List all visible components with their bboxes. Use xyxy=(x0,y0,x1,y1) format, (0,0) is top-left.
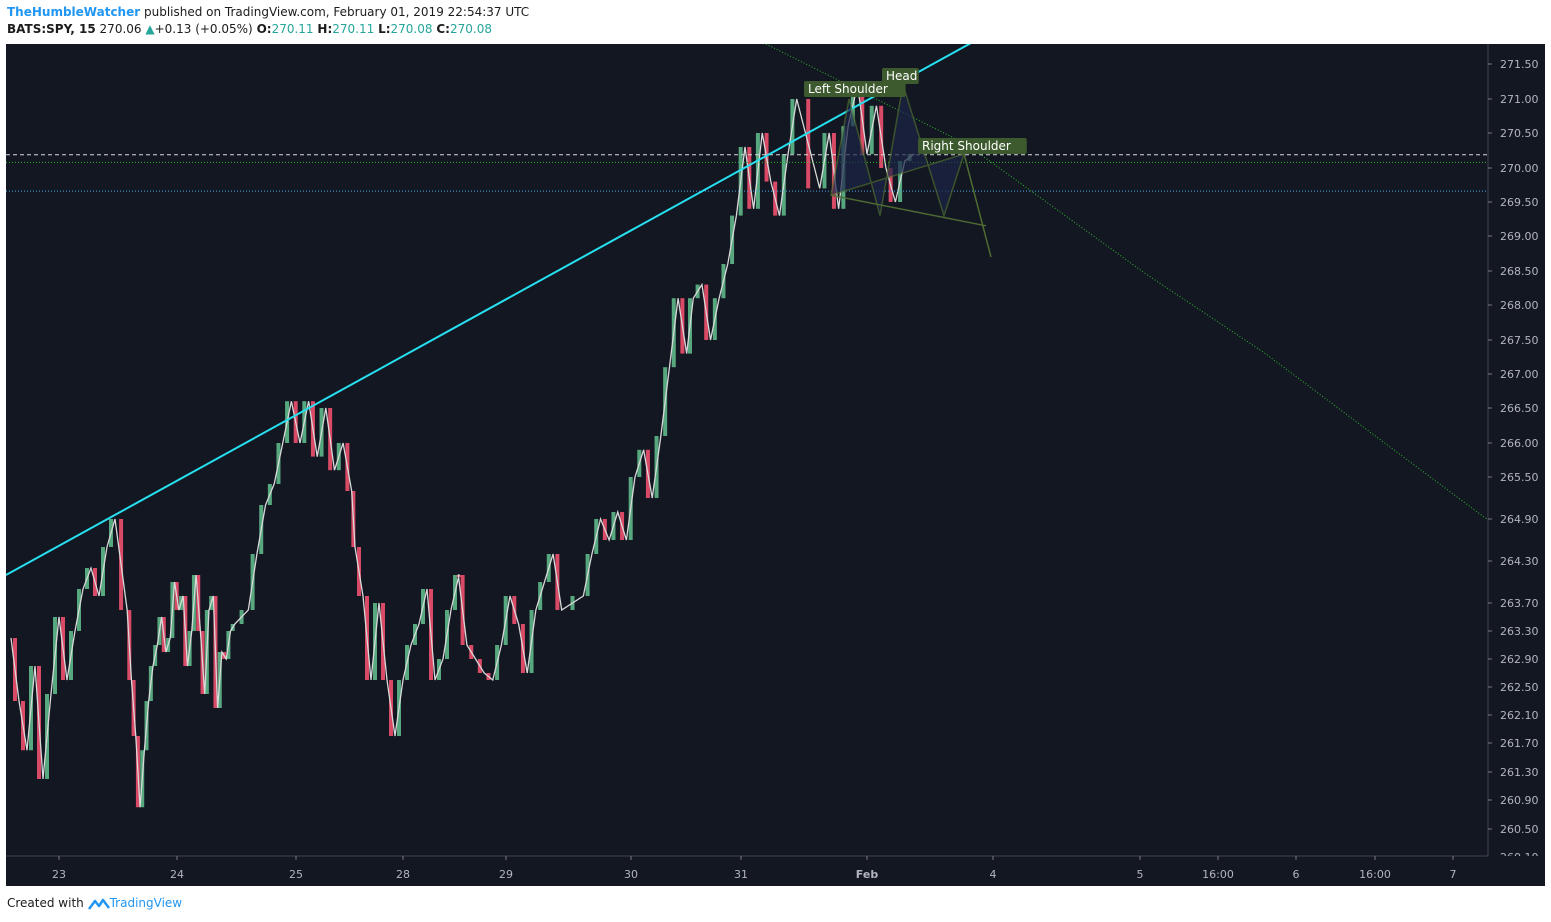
created-with-text: Created with xyxy=(7,896,84,910)
price-tick-label: 264.30 xyxy=(1500,555,1539,568)
change-arrow-icon: ▲ xyxy=(145,22,155,36)
price-tick-label: 271.00 xyxy=(1500,93,1539,106)
price-tick-label: 266.50 xyxy=(1500,402,1539,415)
price-tick-label: 264.90 xyxy=(1500,513,1539,526)
low-label: L: xyxy=(378,22,391,36)
price-tick-label: 270.00 xyxy=(1500,162,1539,175)
published-text: published on TradingView.com, February 0… xyxy=(143,5,530,19)
publish-info: TheHumbleWatcher published on TradingVie… xyxy=(7,5,529,19)
chart-background xyxy=(6,44,1545,886)
open-label: O: xyxy=(256,22,272,36)
chart-header: TheHumbleWatcher published on TradingVie… xyxy=(0,0,1551,44)
neckline xyxy=(830,194,987,227)
price-tick-label: 261.70 xyxy=(1500,737,1539,750)
last-price: 270.06 xyxy=(99,22,142,36)
tradingview-link[interactable]: TradingView xyxy=(109,896,183,910)
price-tick-label: 261.30 xyxy=(1500,766,1539,779)
time-axis xyxy=(6,856,1545,886)
time-tick-label: 30 xyxy=(624,868,638,881)
annotation-label-bg xyxy=(882,68,919,84)
author-link[interactable]: TheHumbleWatcher xyxy=(7,5,141,19)
time-tick-label: 16:00 xyxy=(1359,868,1391,881)
time-tick-label: 7 xyxy=(1450,868,1457,881)
chart-area[interactable]: 271.50 271.00 270.50 270.00 269.50 269.00 268.… xyxy=(6,44,1545,886)
price-tick-label: 262.10 xyxy=(1500,709,1539,722)
close-label: C: xyxy=(436,22,450,36)
price-tick-label: 262.90 xyxy=(1500,653,1539,666)
time-tick-label: 28 xyxy=(396,868,410,881)
low-value: 270.08 xyxy=(390,22,433,36)
time-tick-label: Feb xyxy=(856,868,879,881)
symbol-label[interactable]: BATS:SPY, 15 xyxy=(7,22,96,36)
annotation-label-bg xyxy=(804,81,906,97)
price-tick-label: 260.50 xyxy=(1500,823,1539,836)
time-tick-label: 29 xyxy=(499,868,513,881)
price-tick-label: 270.50 xyxy=(1500,127,1539,140)
price-tick-label: 269.00 xyxy=(1500,230,1539,243)
time-tick-label: 25 xyxy=(289,868,303,881)
projection-line xyxy=(765,44,1489,521)
time-tick-label: 6 xyxy=(1293,868,1300,881)
price-axis xyxy=(1488,44,1545,886)
price-line xyxy=(10,84,915,808)
target-line xyxy=(963,153,992,258)
annotation-label: Head xyxy=(886,69,917,83)
tradingview-logo-icon xyxy=(87,898,110,910)
price-tick-label: 267.00 xyxy=(1500,368,1539,381)
price-tick-label: 266.00 xyxy=(1500,437,1539,450)
high-value: 270.11 xyxy=(332,22,375,36)
price-tick-label: 269.50 xyxy=(1500,196,1539,209)
annotation-label: Right Shoulder xyxy=(922,139,1011,153)
price-tick-label: 263.30 xyxy=(1500,625,1539,638)
time-tick-label: 4 xyxy=(990,868,997,881)
footer: Created with TradingView xyxy=(7,896,182,911)
price-tick-label: 268.50 xyxy=(1500,265,1539,278)
ohlc-legend: BATS:SPY, 15 270.06 ▲+0.13 (+0.05%) O:27… xyxy=(7,22,492,36)
trendline xyxy=(6,44,972,576)
price-change: +0.13 (+0.05%) xyxy=(154,22,253,36)
price-tick-label: 268.00 xyxy=(1500,299,1539,312)
close-value: 270.08 xyxy=(449,22,492,36)
price-tick-label: 262.50 xyxy=(1500,681,1539,694)
price-tick-label: 265.50 xyxy=(1500,471,1539,484)
price-tick-label: 260.90 xyxy=(1500,794,1539,807)
price-chart[interactable]: 271.50 271.00 270.50 270.00 269.50 269.00 268.… xyxy=(6,44,1545,886)
price-tick-label: 267.50 xyxy=(1500,334,1539,347)
time-tick-label: 23 xyxy=(52,868,66,881)
annotation-label: Left Shoulder xyxy=(808,82,888,96)
open-value: 270.11 xyxy=(271,22,314,36)
annotation-label-bg xyxy=(918,138,1027,154)
price-tick-label: 263.70 xyxy=(1500,597,1539,610)
time-tick-label: 16:00 xyxy=(1202,868,1234,881)
high-label: H: xyxy=(317,22,333,36)
time-tick-label: 5 xyxy=(1137,868,1144,881)
time-tick-label: 31 xyxy=(734,868,748,881)
time-tick-label: 24 xyxy=(170,868,184,881)
price-tick-label: 271.50 xyxy=(1500,58,1539,71)
